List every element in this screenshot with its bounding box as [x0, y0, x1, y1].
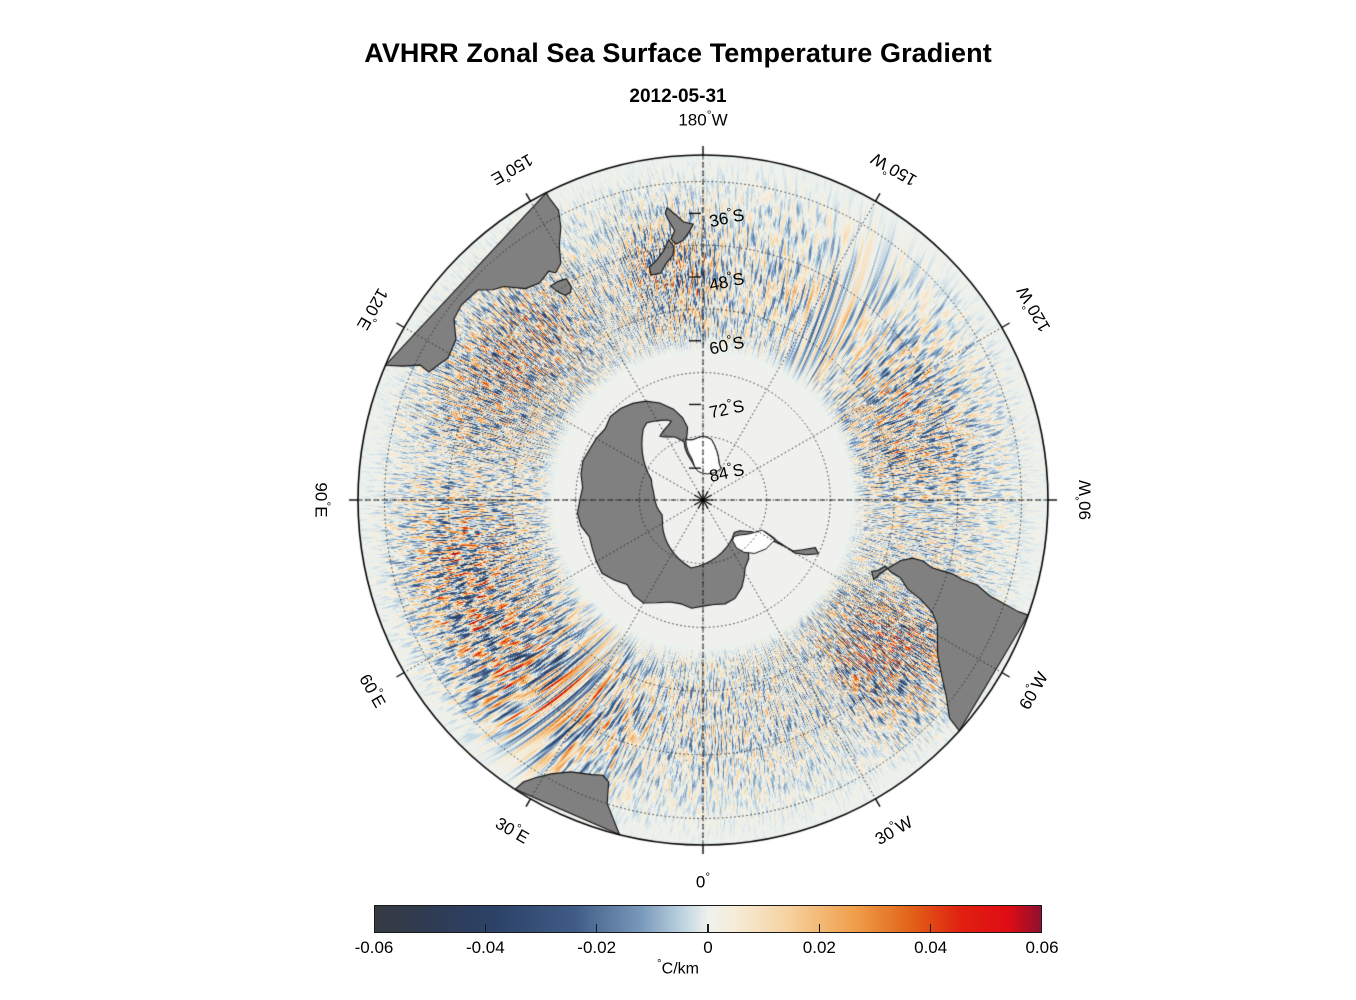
longitude-label-0: 0°: [695, 869, 711, 892]
colorbar-ticklabel: -0.04: [465, 938, 505, 957]
colorbar-tick: [484, 924, 486, 933]
colorbar: [374, 905, 1042, 933]
longitude-label-90w: 90°W: [1072, 480, 1095, 520]
colorbar-ticklabel: 0: [703, 938, 713, 957]
colorbar-ticklabel: -0.06: [354, 938, 394, 957]
longitude-label-180w: 180°W: [678, 107, 728, 130]
colorbar-unit-label: °C/km: [657, 958, 699, 978]
longitude-label-90e: 90°E: [311, 482, 334, 518]
colorbar-ticklabel: -0.02: [577, 938, 617, 957]
colorbar-tick: [707, 924, 709, 933]
colorbar-ticklabel: 0.02: [802, 938, 836, 957]
colorbar-tick: [596, 924, 598, 933]
colorbar-ticklabel: 0.04: [914, 938, 948, 957]
colorbar-tick: [818, 924, 820, 933]
colorbar-ticklabel: 0.06: [1025, 938, 1059, 957]
colorbar-tick: [930, 924, 932, 933]
